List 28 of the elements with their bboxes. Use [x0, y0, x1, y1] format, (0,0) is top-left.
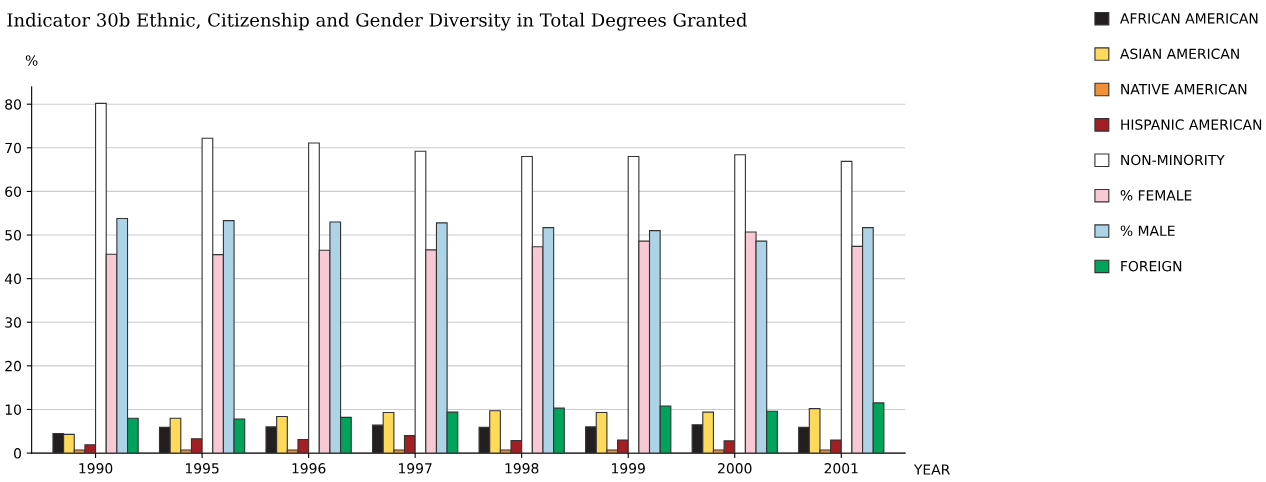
y-tick-label: 60: [5, 186, 22, 197]
y-tick-label: 50: [5, 230, 22, 241]
legend-label: HISPANIC AMERICAN: [1121, 119, 1262, 130]
x-tick-label: 2000: [718, 463, 752, 474]
y-axis-title: %: [25, 55, 38, 66]
legend-label: FOREIGN: [1121, 260, 1182, 272]
legend-label: % FEMALE: [1120, 190, 1192, 201]
x-tick-label: 1995: [185, 463, 219, 474]
y-tick-label: 20: [5, 360, 22, 372]
y-tick-label: 80: [5, 99, 22, 110]
y-tick-label: 40: [4, 273, 22, 285]
y-tick-label: 10: [5, 404, 22, 415]
legend-label: % MALE: [1120, 225, 1175, 236]
x-tick-label: 1998: [505, 463, 539, 474]
x-tick-label: 1999: [612, 463, 645, 474]
chart-title: Indicator 30b Ethnic, Citizenship and Gender Diversity in Total Degrees Granted: [7, 12, 747, 31]
y-tick-label: 30: [5, 317, 22, 328]
x-axis-title: YEAR: [913, 464, 950, 475]
y-tick-label: 70: [5, 142, 22, 154]
x-tick-label: 2001: [824, 463, 858, 474]
x-tick-label: 1990: [79, 463, 113, 474]
x-tick-label: 1997: [399, 463, 432, 474]
legend-label: AFRICAN AMERICAN: [1120, 13, 1258, 24]
legend-label: NATIVE AMERICAN: [1121, 83, 1247, 95]
legend-label: ASIAN AMERICAN: [1120, 48, 1239, 60]
y-tick-label: 0: [14, 448, 22, 459]
legend-label: NON-MINORITY: [1121, 154, 1225, 166]
x-tick-label: 1996: [292, 463, 326, 474]
